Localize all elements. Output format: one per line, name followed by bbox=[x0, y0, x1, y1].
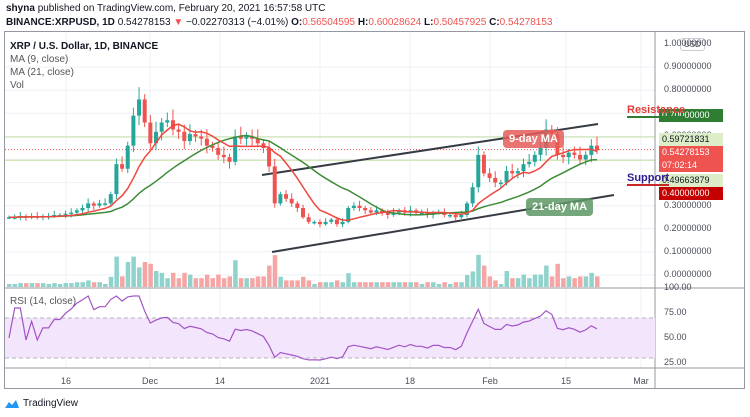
support-price-tag: 0.40000000 bbox=[659, 187, 723, 200]
countdown-tag: 07:02:14 bbox=[659, 159, 723, 172]
time-tick: Feb bbox=[482, 376, 498, 386]
rsi-tick: 50.00 bbox=[664, 332, 687, 342]
ohlc-header: BINANCE:XRPUSD, 1D 0.54278153 ▼ −0.02270… bbox=[6, 17, 553, 28]
publish-info: shyna published on TradingView.com, Febr… bbox=[6, 3, 325, 14]
close-value: 0.54278153 bbox=[499, 17, 553, 28]
legend-ma9[interactable]: MA (9, close) bbox=[10, 54, 69, 65]
support-label: Support bbox=[627, 172, 670, 186]
ma21-line bbox=[9, 134, 598, 219]
time-tick: Mar bbox=[633, 376, 649, 386]
published-text: published on TradingView.com, February 2… bbox=[37, 3, 326, 14]
volume-bars bbox=[7, 254, 600, 287]
last-price: 0.54278153 bbox=[117, 17, 171, 28]
legend-title: XRP / U.S. Dollar, 1D, BINANCE bbox=[10, 41, 159, 52]
currency-button[interactable]: USD bbox=[680, 38, 705, 51]
chart-legend: XRP / U.S. Dollar, 1D, BINANCE MA (9, cl… bbox=[10, 40, 158, 92]
rsi-tick: 25.00 bbox=[664, 357, 687, 367]
price-tick: 0.30000000 bbox=[664, 199, 712, 210]
time-tick: 16 bbox=[60, 376, 72, 386]
ma21-callout: 21-day MA bbox=[526, 198, 594, 216]
tradingview-cloud-icon bbox=[5, 400, 19, 408]
rsi-band bbox=[5, 318, 655, 358]
price-tick: 1.00000000 bbox=[664, 38, 712, 48]
time-tick: 14 bbox=[214, 376, 226, 386]
price-tick: 0.20000000 bbox=[664, 222, 712, 233]
tradingview-logo[interactable]: TradingView bbox=[4, 398, 78, 409]
last-price-tag: 0.54278153 bbox=[659, 146, 723, 159]
high-label: H: bbox=[357, 17, 369, 28]
low-price-tag: 0.49663879 bbox=[659, 174, 723, 187]
author: shyna bbox=[6, 3, 35, 14]
legend-rsi[interactable]: RSI (14, close) bbox=[10, 296, 77, 307]
high-value: 0.60028624 bbox=[368, 17, 422, 28]
price-tick: 0.90000000 bbox=[664, 61, 712, 72]
time-tick: 15 bbox=[560, 376, 572, 386]
time-tick: Dec bbox=[141, 376, 159, 386]
ma9-callout: 9-day MA bbox=[503, 130, 564, 148]
legend-ma21[interactable]: MA (21, close) bbox=[10, 67, 74, 78]
legend-vol[interactable]: Vol bbox=[10, 80, 24, 91]
resistance-label: Resistance bbox=[627, 104, 686, 118]
symbol: BINANCE:XRPUSD, 1D bbox=[6, 17, 115, 28]
rsi-tick: 100.00 bbox=[664, 282, 692, 292]
down-arrow-icon: ▼ bbox=[173, 17, 184, 28]
rsi-line bbox=[8, 295, 598, 361]
low-value: 0.50457925 bbox=[433, 17, 487, 28]
open-value: 0.56504595 bbox=[302, 17, 356, 28]
rsi-tick: 75.00 bbox=[664, 307, 687, 317]
ma9-line bbox=[9, 123, 598, 221]
time-tick: 2021 bbox=[309, 376, 331, 386]
high-price-tag: 0.59721831 bbox=[659, 133, 723, 146]
price-tick: 0.80000000 bbox=[664, 84, 712, 95]
chart-frame[interactable] bbox=[4, 31, 745, 389]
candlesticks bbox=[7, 87, 599, 228]
time-tick: 18 bbox=[404, 376, 416, 386]
brand-name: TradingView bbox=[23, 398, 79, 409]
price-tick: 0.00000000 bbox=[664, 269, 712, 279]
low-label: L: bbox=[424, 17, 434, 28]
price-change: −0.02270313 (−4.01%) bbox=[186, 17, 289, 28]
open-label: O: bbox=[291, 17, 303, 28]
close-label: C: bbox=[489, 17, 500, 28]
resistance-price-tag: 0.70000000 bbox=[659, 109, 723, 122]
price-tick: 0.10000000 bbox=[664, 245, 712, 256]
